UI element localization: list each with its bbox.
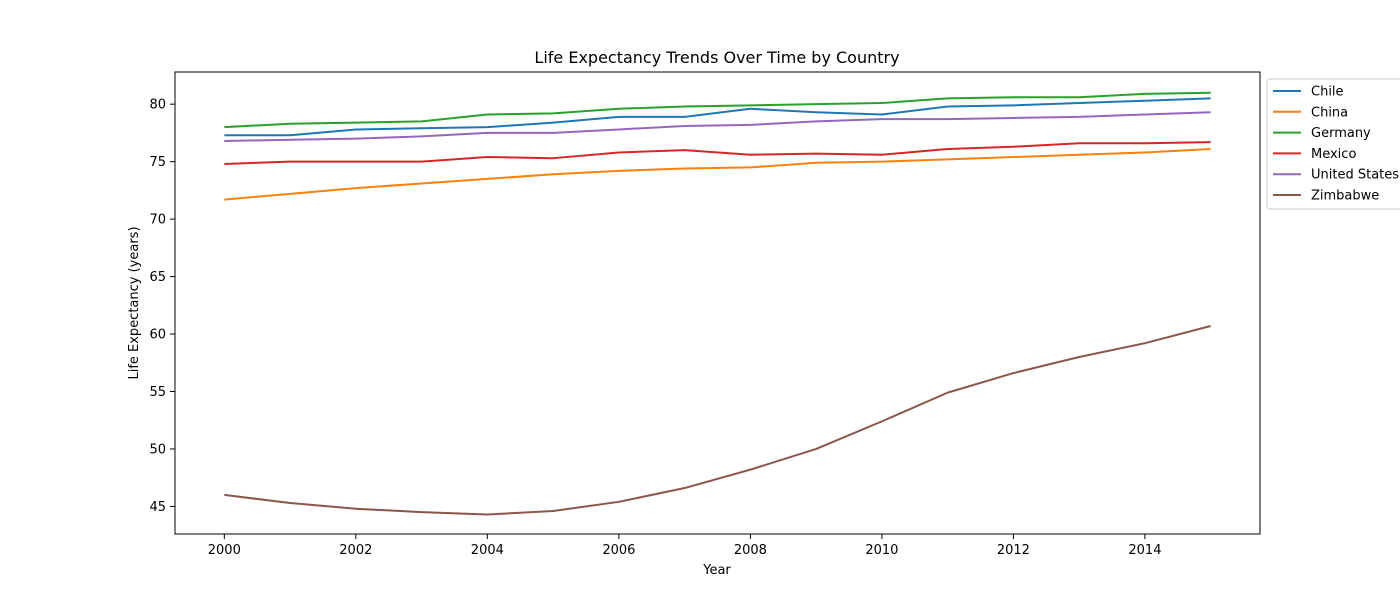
legend-label-2: Germany [1311,126,1371,141]
x-tick-label: 2006 [602,543,635,558]
x-tick-label: 2002 [339,543,372,558]
legend-label-4: United States [1311,168,1399,183]
legend-label-5: Zimbabwe [1311,189,1379,204]
legend-label-0: Chile [1311,85,1344,100]
y-axis-label: Life Expectancy (years) [127,226,142,379]
series-line-4 [224,111,1211,142]
legend-label-3: Mexico [1311,147,1356,162]
y-tick-label: 70 [149,213,166,228]
series-line-2 [224,91,1211,129]
chart-title: Life Expectancy Trends Over Time by Coun… [534,48,899,67]
series-line-0 [224,97,1211,137]
x-axis-label: Year [702,563,731,578]
y-tick-label: 80 [149,98,166,113]
x-tick-label: 2004 [471,543,504,558]
plot-area-frame [174,71,1261,535]
x-tick-label: 2014 [1128,543,1161,558]
series-line-5 [224,325,1211,516]
x-tick-label: 2008 [734,543,767,558]
x-axis-ticks: 2000 2002 2004 2006 2008 2010 2012 2014 [208,534,1161,558]
legend: Chile China Germany Mexico United States Zimb… [1266,78,1400,210]
series-lines [224,91,1211,516]
x-tick-label: 2000 [208,543,241,558]
legend-label-1: China [1311,105,1348,120]
y-tick-label: 45 [149,500,166,515]
series-line-1 [224,148,1211,201]
series-line-3 [224,141,1211,165]
y-tick-label: 75 [149,155,166,170]
y-tick-label: 50 [149,442,166,457]
y-tick-label: 55 [149,385,166,400]
y-tick-label: 65 [149,270,166,285]
x-tick-label: 2010 [865,543,898,558]
x-tick-label: 2012 [997,543,1030,558]
y-tick-label: 60 [149,328,166,343]
y-axis-ticks: 45 50 55 60 65 70 75 80 [149,98,175,515]
